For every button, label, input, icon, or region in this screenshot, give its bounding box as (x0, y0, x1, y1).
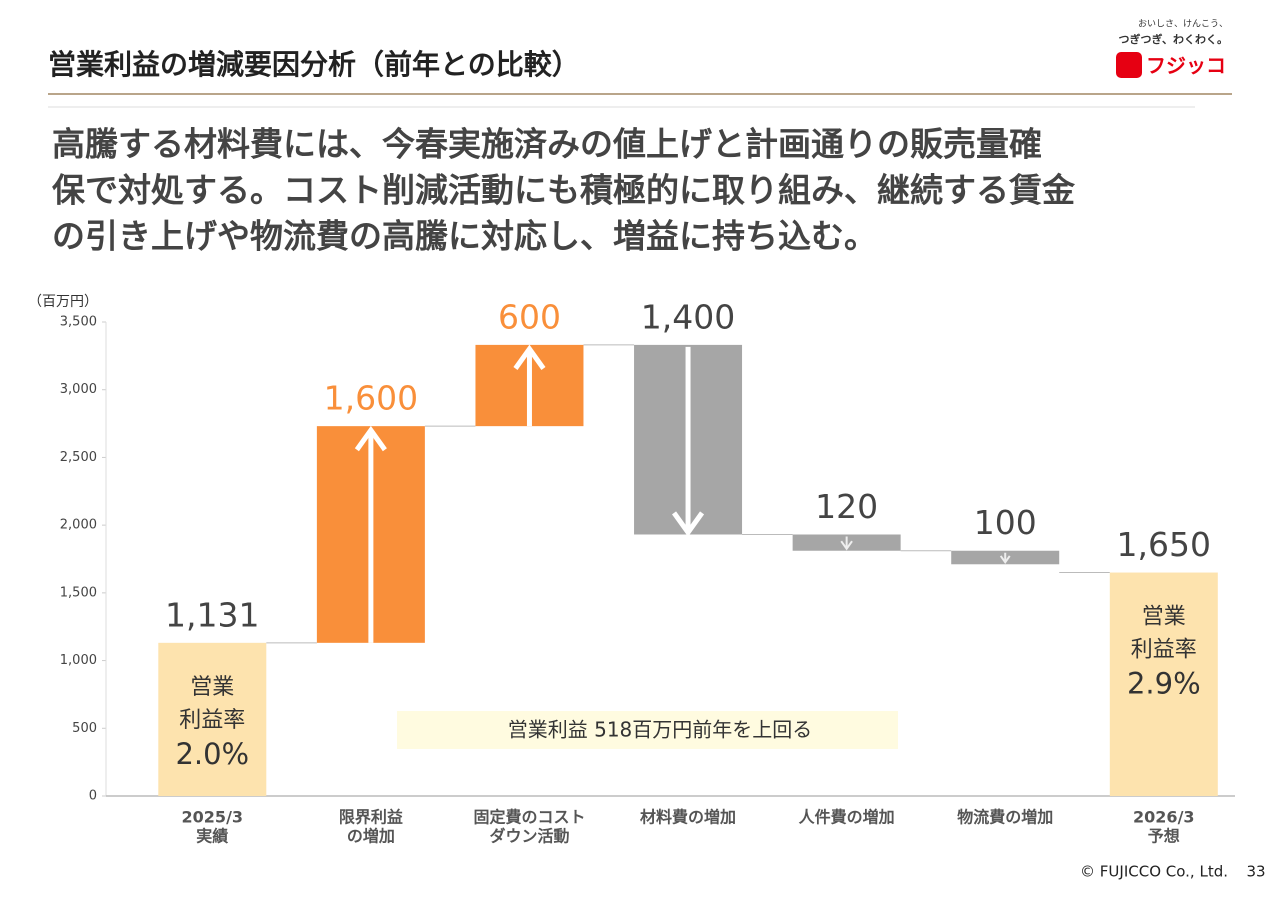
arrow-head (513, 344, 546, 370)
logo-tagline: おいしさ、けんこう、 (1138, 19, 1228, 30)
bar-inner-label: 営業 (1142, 605, 1186, 630)
bar-inner-label: 利益率 (1131, 638, 1197, 663)
headline: 高騰する材料費には、今春実施済みの値上げと計画通りの販売量確 (52, 125, 1042, 164)
y-tick-label: 2,500 (60, 450, 97, 465)
x-tick-label: 実績 (196, 827, 228, 846)
y-tick-label: 3,500 (60, 315, 97, 330)
bar-inner-label: 2.0% (175, 737, 249, 771)
arrow-head (672, 511, 705, 537)
x-tick-label: 人件費の増加 (799, 808, 895, 827)
arrow-head (999, 555, 1011, 565)
value-label: 1,131 (165, 595, 259, 634)
logo-tagline: つぎつぎ、わくわく。 (1119, 32, 1228, 46)
x-tick-label: 限界利益 (339, 808, 403, 827)
page-number: 33 (1246, 863, 1265, 881)
annotation-box (397, 711, 898, 749)
x-tick-label: 固定費のコスト (473, 808, 585, 827)
arrow-head (354, 425, 387, 452)
logo-icon (1116, 52, 1142, 78)
x-tick-label: 材料費の増加 (640, 808, 736, 827)
value-label: 120 (815, 487, 878, 526)
headline: 保で対処する。コスト削減活動にも積極的に取り組み、継続する賃金 (52, 171, 1076, 210)
unit-label: （百万円） (28, 294, 98, 310)
y-tick-label: 2,000 (60, 518, 97, 533)
logo-name: フジッコ (1146, 54, 1226, 78)
value-label: 100 (974, 503, 1037, 542)
bar (158, 642, 267, 796)
x-tick-label: 物流費の増加 (957, 808, 1053, 827)
bar-inner-label: 利益率 (179, 708, 245, 733)
bar (1109, 572, 1218, 796)
x-tick-label: の増加 (347, 827, 395, 846)
bar-inner-label: 営業 (190, 675, 234, 700)
bar-inner-label: 2.9% (1127, 667, 1201, 701)
value-label: 1,600 (324, 379, 418, 418)
copyright: © FUJICCO Co., Ltd. (1080, 863, 1228, 881)
x-tick-label: ダウン活動 (489, 827, 569, 846)
y-tick-label: 1,500 (60, 585, 97, 600)
y-tick-label: 500 (72, 721, 97, 736)
y-tick-label: 3,000 (60, 382, 97, 397)
value-label: 600 (498, 297, 561, 336)
x-tick-label: 2025/3 (182, 808, 244, 827)
headline: の引き上げや物流費の高騰に対応し、増益に持ち込む。 (52, 217, 877, 256)
x-tick-label: 2026/3 (1133, 808, 1195, 827)
x-tick-label: 予想 (1148, 827, 1180, 846)
arrow-head (840, 540, 853, 551)
value-label: 1,650 (1117, 525, 1211, 564)
annotation: 営業利益 518百万円前年を上回る (508, 718, 813, 742)
y-tick-label: 0 (89, 789, 97, 804)
slide-title: 営業利益の増減要因分析（前年との比較） (48, 48, 580, 81)
y-tick-label: 1,000 (60, 653, 97, 668)
value-label: 1,400 (641, 297, 735, 336)
